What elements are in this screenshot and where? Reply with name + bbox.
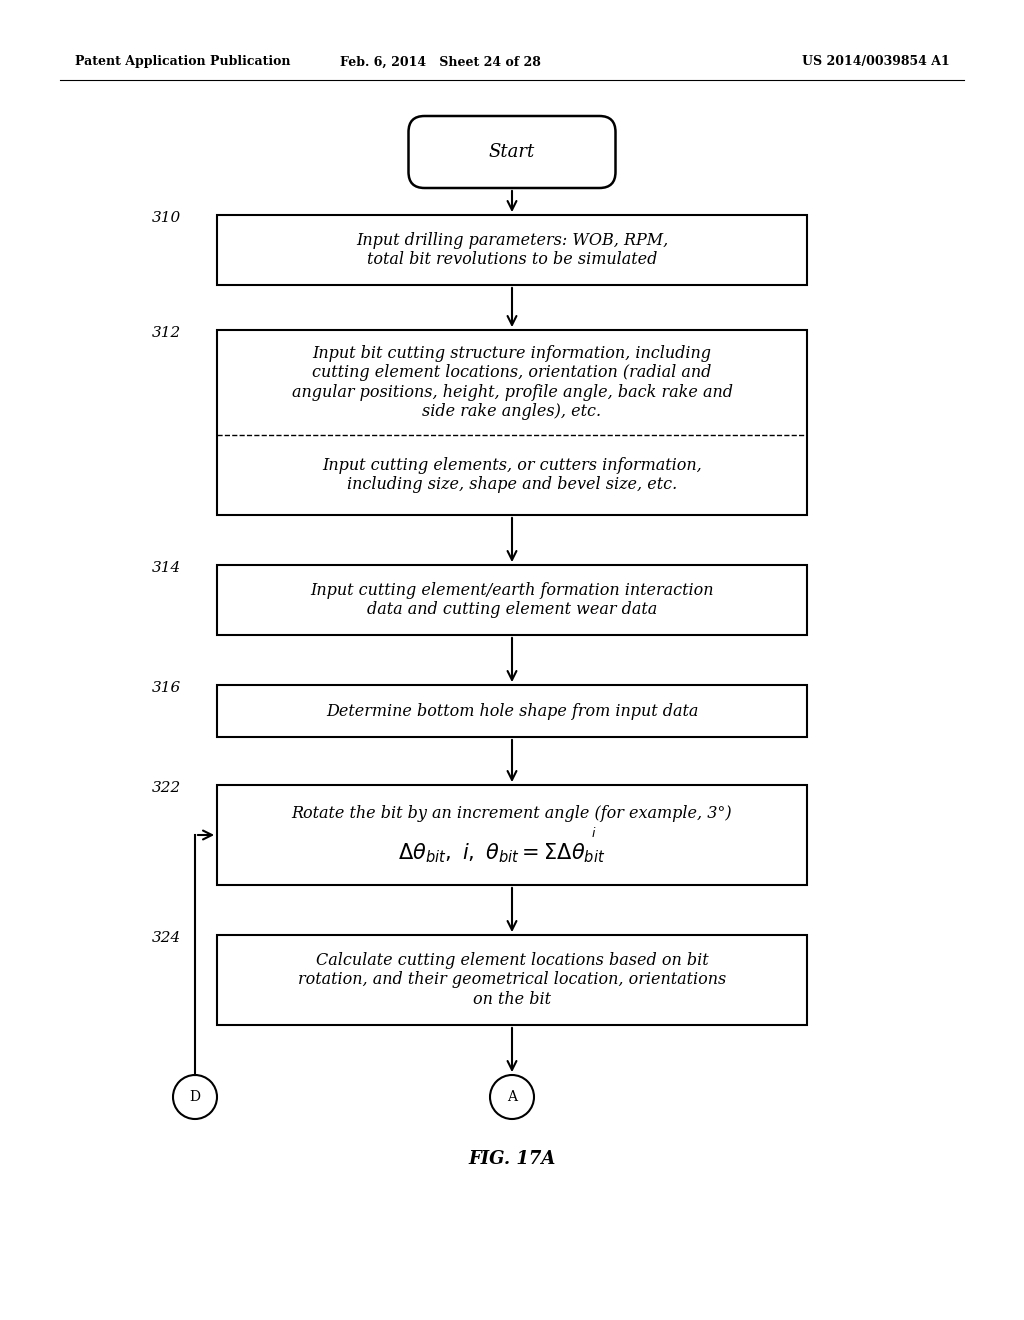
Text: D: D	[189, 1090, 201, 1104]
Text: $\Delta\theta_{\mathit{bit}},\ i,\ \theta_{\mathit{bit}}{=}\Sigma\Delta\theta_{\: $\Delta\theta_{\mathit{bit}},\ i,\ \thet…	[398, 841, 605, 865]
Text: Rotate the bit by an increment angle (for example, 3°): Rotate the bit by an increment angle (fo…	[292, 804, 732, 821]
Text: 324: 324	[152, 931, 181, 945]
Text: 316: 316	[152, 681, 181, 696]
Text: Patent Application Publication: Patent Application Publication	[75, 55, 291, 69]
Bar	[217, 330, 807, 515]
Text: Input cutting elements, or cutters information,
including size, shape and bevel : Input cutting elements, or cutters infor…	[323, 457, 701, 494]
Text: 310: 310	[152, 211, 181, 224]
Bar	[217, 215, 807, 285]
FancyBboxPatch shape	[409, 116, 615, 187]
Circle shape	[173, 1074, 217, 1119]
Bar	[217, 565, 807, 635]
Text: Calculate cutting element locations based on bit
rotation, and their geometrical: Calculate cutting element locations base…	[298, 952, 726, 1008]
Text: 312: 312	[152, 326, 181, 341]
Circle shape	[490, 1074, 534, 1119]
Bar	[217, 935, 807, 1026]
Text: $i$: $i$	[591, 826, 597, 840]
Text: Feb. 6, 2014   Sheet 24 of 28: Feb. 6, 2014 Sheet 24 of 28	[340, 55, 541, 69]
Text: A: A	[507, 1090, 517, 1104]
Text: Start: Start	[488, 143, 536, 161]
Text: Determine bottom hole shape from input data: Determine bottom hole shape from input d…	[326, 702, 698, 719]
Bar	[217, 685, 807, 737]
Text: Input bit cutting structure information, including
cutting element locations, or: Input bit cutting structure information,…	[292, 345, 732, 420]
Text: US 2014/0039854 A1: US 2014/0039854 A1	[802, 55, 950, 69]
Text: 314: 314	[152, 561, 181, 576]
Text: FIG. 17A: FIG. 17A	[468, 1150, 556, 1168]
Text: Input cutting element/earth formation interaction
data and cutting element wear : Input cutting element/earth formation in…	[310, 582, 714, 618]
Text: 322: 322	[152, 781, 181, 795]
Text: Input drilling parameters: WOB, RPM,
total bit revolutions to be simulated: Input drilling parameters: WOB, RPM, tot…	[356, 232, 668, 268]
Bar	[217, 785, 807, 884]
